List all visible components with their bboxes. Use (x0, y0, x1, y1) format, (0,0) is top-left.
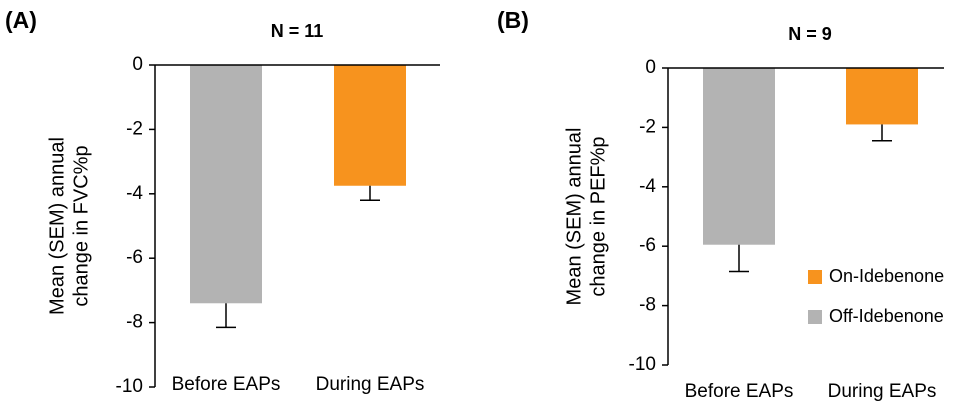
x-tick-label: Before EAPs (685, 381, 794, 402)
x-tick-label: During EAPs (316, 374, 425, 395)
bar (190, 65, 262, 304)
y-tick-label: -8 (639, 295, 656, 316)
y-tick-label: -6 (126, 247, 143, 268)
y-tick-label: 0 (645, 57, 656, 78)
panel-label: (A) (5, 7, 37, 33)
y-tick-label: -10 (629, 354, 656, 375)
x-tick-label: During EAPs (828, 381, 937, 402)
y-tick-label: -4 (639, 176, 656, 197)
y-axis-label: Mean (SEM) annual (46, 137, 68, 315)
chart-title: N = 11 (271, 21, 324, 41)
error-bar (360, 185, 380, 201)
y-tick-label: -4 (126, 183, 143, 204)
panel-label: (B) (497, 7, 529, 33)
error-bar (729, 244, 749, 273)
bar (846, 68, 918, 125)
error-bar (216, 303, 236, 329)
legend-swatch (808, 270, 822, 284)
y-axis-label: change in PEF%p (587, 136, 609, 296)
y-tick-label: -6 (639, 235, 656, 256)
y-axis-label: change in FVC%p (70, 145, 92, 306)
y-tick-label: -10 (116, 376, 143, 397)
error-bar (872, 124, 892, 142)
bar (703, 68, 775, 245)
y-tick-label: -2 (126, 118, 143, 139)
legend-label: On-Idebenone (829, 266, 944, 286)
y-tick-label: 0 (132, 54, 143, 75)
y-tick-label: -8 (126, 312, 143, 333)
y-tick-label: -2 (639, 116, 656, 137)
legend-swatch (808, 310, 822, 324)
y-axis-label: Mean (SEM) annual (563, 128, 585, 306)
chart-title: N = 9 (788, 24, 832, 44)
bar (334, 65, 406, 186)
x-tick-label: Before EAPs (172, 374, 281, 395)
legend-label: Off-Idebenone (829, 306, 944, 326)
